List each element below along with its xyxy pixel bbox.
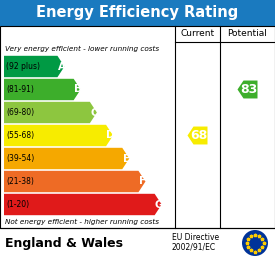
Text: D: D bbox=[106, 131, 115, 141]
Text: (55-68): (55-68) bbox=[6, 131, 34, 140]
Bar bbox=[0, 26, 275, 228]
Text: 68: 68 bbox=[190, 129, 207, 142]
Polygon shape bbox=[4, 102, 97, 123]
Text: (81-91): (81-91) bbox=[6, 85, 34, 94]
Text: Energy Efficiency Rating: Energy Efficiency Rating bbox=[36, 5, 239, 20]
Polygon shape bbox=[4, 56, 64, 77]
Polygon shape bbox=[4, 194, 162, 215]
Text: F: F bbox=[139, 176, 147, 187]
Text: Potential: Potential bbox=[228, 29, 267, 38]
Text: B: B bbox=[74, 85, 82, 94]
Polygon shape bbox=[4, 79, 81, 100]
Text: Current: Current bbox=[180, 29, 214, 38]
Text: (1-20): (1-20) bbox=[6, 200, 29, 209]
Text: (69-80): (69-80) bbox=[6, 108, 34, 117]
Bar bbox=[0, 0, 275, 26]
Polygon shape bbox=[4, 171, 145, 192]
Polygon shape bbox=[4, 148, 129, 169]
Text: 2002/91/EC: 2002/91/EC bbox=[172, 243, 216, 252]
Text: Not energy efficient - higher running costs: Not energy efficient - higher running co… bbox=[5, 219, 159, 225]
Text: C: C bbox=[90, 108, 98, 117]
Polygon shape bbox=[188, 126, 208, 144]
Text: (92 plus): (92 plus) bbox=[6, 62, 40, 71]
Text: G: G bbox=[155, 199, 163, 209]
Text: England & Wales: England & Wales bbox=[5, 237, 123, 249]
Text: E: E bbox=[123, 154, 130, 164]
Text: (21-38): (21-38) bbox=[6, 177, 34, 186]
Text: (39-54): (39-54) bbox=[6, 154, 34, 163]
Text: 83: 83 bbox=[240, 83, 257, 96]
Text: EU Directive: EU Directive bbox=[172, 233, 219, 243]
Polygon shape bbox=[4, 125, 113, 146]
Circle shape bbox=[242, 230, 268, 256]
Text: Very energy efficient - lower running costs: Very energy efficient - lower running co… bbox=[5, 45, 159, 52]
Text: A: A bbox=[58, 61, 66, 71]
Polygon shape bbox=[238, 80, 257, 99]
